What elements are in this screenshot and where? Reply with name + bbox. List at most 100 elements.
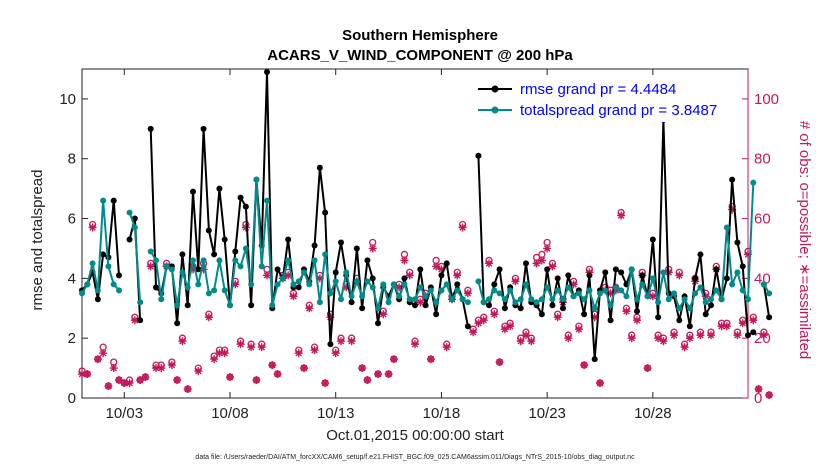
rmse-point (195, 266, 202, 273)
totalspread-point (126, 209, 133, 216)
totalspread-point (316, 299, 323, 306)
y-axis-left-label: rmse and totalspread (29, 170, 46, 311)
totalspread-point (279, 275, 286, 282)
rmse-point (591, 356, 598, 363)
obs-assimilated-point (400, 256, 409, 265)
totalspread-point (163, 263, 170, 270)
legend-rmse-label: rmse grand pr = 4.4484 (520, 81, 676, 98)
obs-assimilated-point (300, 364, 308, 373)
totalspread-point (454, 287, 461, 294)
totalspread-point (100, 197, 107, 204)
totalspread-point (306, 281, 313, 288)
totalspread-point (560, 296, 566, 303)
y-left-tick-label: 2 (68, 330, 76, 347)
chart-subtitle: ACARS_V_WIND_COMPONENT @ 200 hPa (267, 47, 573, 64)
rmse-point (295, 284, 302, 291)
obs-assimilated-point (93, 355, 102, 364)
obs-assimilated-point (220, 349, 229, 358)
obs-assimilated-point (537, 256, 546, 265)
obs-assimilated-point (765, 391, 774, 400)
obs-assimilated-point (453, 271, 462, 280)
totalspread-point (581, 296, 588, 303)
obs-assimilated-point (659, 337, 668, 346)
totalspread-point (538, 296, 545, 303)
totalspread-point (697, 284, 704, 291)
rmse-point (554, 275, 561, 282)
totalspread-point (575, 290, 582, 297)
rmse-point (153, 284, 159, 291)
obs-assimilated-point (310, 346, 319, 355)
rmse-point (433, 311, 440, 318)
rmse-point (369, 275, 376, 282)
x-tick-label: 10/13 (317, 405, 355, 422)
rmse-point (750, 329, 757, 336)
rmse-point (692, 275, 699, 282)
obs-assimilated-point (215, 349, 224, 358)
rmse-point (274, 266, 281, 273)
y-axis-right-label: # of obs: o=possible; ∗=assimilated (796, 121, 813, 360)
obs-assimilated-point (331, 349, 340, 358)
totalspread-point (459, 296, 466, 303)
obs-assimilated-point (680, 343, 689, 352)
rmse-point (401, 275, 408, 282)
obs-assimilated-point (543, 244, 552, 253)
totalspread-point (353, 278, 360, 285)
obs-assimilated-point (83, 370, 92, 379)
totalspread-point (729, 281, 736, 288)
obs-assimilated-point (416, 298, 425, 307)
totalspread-point (628, 266, 635, 273)
obs-assimilated-point (458, 223, 467, 232)
rmse-point (205, 227, 212, 234)
rmse-point (237, 194, 244, 201)
rmse-point (475, 152, 482, 159)
totalspread-point (602, 287, 609, 294)
totalspread-point (131, 224, 138, 231)
y-right-tick-label: 100 (754, 91, 779, 108)
totalspread-point (739, 287, 746, 294)
rmse-point (248, 302, 255, 309)
totalspread-point (359, 293, 366, 300)
rmse-point (602, 269, 609, 276)
totalspread-point (322, 251, 329, 258)
obs-assimilated-point (194, 367, 203, 376)
totalspread-point (433, 299, 440, 306)
totalspread-point (634, 296, 640, 303)
obs-assimilated-point (516, 337, 525, 346)
x-tick-label: 10/03 (106, 405, 144, 422)
rmse-point (586, 272, 593, 279)
obs-assimilated-point (627, 334, 636, 343)
rmse-point (581, 311, 588, 318)
obs-assimilated-point (379, 310, 388, 319)
totalspread-point (406, 296, 413, 303)
totalspread-point (253, 176, 260, 183)
rmse-point (634, 308, 640, 315)
obs-assimilated-point (236, 340, 245, 349)
totalspread-point (496, 290, 503, 297)
rmse-point (375, 320, 381, 327)
totalspread-point (475, 278, 482, 285)
totalspread-point (380, 281, 387, 288)
obs-assimilated-point (141, 373, 150, 382)
obs-assimilated-point (257, 343, 266, 352)
totalspread-point (369, 284, 376, 291)
totalspread-point (375, 305, 381, 312)
totalspread-point (623, 293, 630, 300)
totalspread-point (348, 293, 355, 300)
totalspread-point (110, 281, 117, 288)
totalspread-point (137, 299, 144, 306)
rmse-point (686, 323, 693, 330)
totalspread-point (227, 302, 233, 309)
obs-assimilated-point (337, 337, 345, 346)
totalspread-point (750, 179, 757, 186)
rmse-point (100, 251, 107, 258)
totalspread-point (285, 257, 292, 264)
rmse-point (517, 305, 524, 312)
rmse-point (454, 281, 461, 288)
obs-assimilated-point (226, 373, 234, 382)
rmse-point (200, 125, 207, 132)
totalspread-point (512, 299, 519, 306)
legend-totalspread-label: totalspread grand pr = 3.8487 (520, 102, 717, 119)
totalspread-point (79, 290, 85, 297)
totalspread-point (491, 287, 498, 294)
